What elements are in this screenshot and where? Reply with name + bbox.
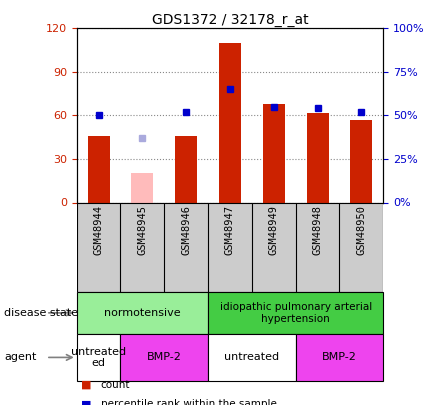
Text: ■: ■ [81,399,92,405]
Text: BMP-2: BMP-2 [322,352,357,362]
Text: GSM48944: GSM48944 [94,205,103,255]
Bar [307,113,328,202]
Text: disease state: disease state [4,308,78,318]
Text: BMP-2: BMP-2 [147,352,182,362]
Bar [120,334,208,381]
Bar [88,136,110,202]
Text: untreated
ed: untreated ed [71,347,126,368]
Text: GSM48950: GSM48950 [357,205,366,255]
Text: ■: ■ [81,380,92,390]
Bar [219,43,241,202]
Text: count: count [101,380,130,390]
Text: normotensive: normotensive [104,308,180,318]
Text: GSM48948: GSM48948 [313,205,322,255]
Bar [208,334,296,381]
Text: GSM48945: GSM48945 [138,205,147,255]
Text: agent: agent [4,352,37,362]
Bar [175,136,197,202]
Text: GSM48949: GSM48949 [269,205,279,255]
Bar [350,120,372,202]
Text: GSM48946: GSM48946 [181,205,191,255]
Bar [263,104,285,202]
Bar [77,334,120,381]
Bar [208,292,383,334]
Text: percentile rank within the sample: percentile rank within the sample [101,399,277,405]
Text: idiopathic pulmonary arterial
hypertension: idiopathic pulmonary arterial hypertensi… [219,302,372,324]
Bar [131,173,153,202]
Title: GDS1372 / 32178_r_at: GDS1372 / 32178_r_at [152,13,308,27]
Text: untreated: untreated [224,352,279,362]
Bar [296,334,383,381]
Bar [77,292,208,334]
Text: GSM48947: GSM48947 [225,205,235,255]
